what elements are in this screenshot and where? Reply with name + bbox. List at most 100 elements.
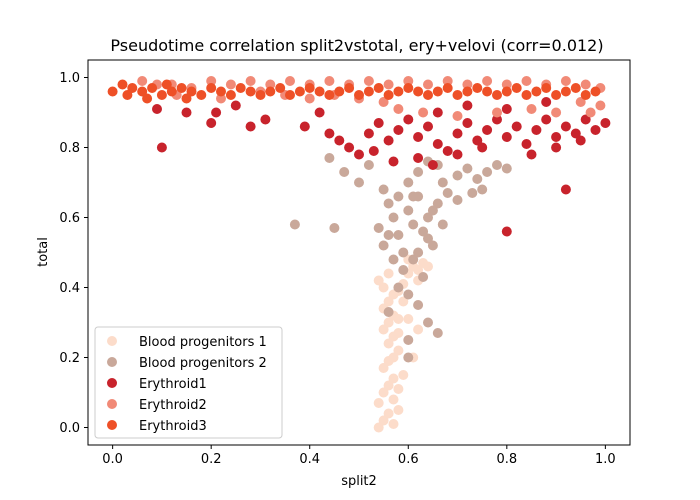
data-point — [403, 289, 414, 300]
data-point — [575, 135, 586, 146]
data-point — [137, 76, 148, 86]
data-point — [432, 139, 443, 149]
series-2 — [289, 153, 512, 363]
data-point — [398, 370, 409, 380]
data-point — [442, 76, 453, 86]
data-point — [590, 86, 601, 97]
data-point — [423, 121, 433, 132]
data-point — [403, 76, 414, 86]
data-point — [255, 90, 266, 100]
x-tick-label: 0.0 — [102, 452, 123, 467]
data-point — [378, 282, 389, 293]
data-point — [413, 132, 424, 142]
data-point — [418, 272, 429, 282]
data-point — [501, 132, 512, 142]
data-point — [373, 118, 384, 128]
data-point — [363, 160, 374, 170]
data-point — [393, 328, 404, 338]
x-tick-label: 0.8 — [496, 452, 517, 467]
data-point — [265, 79, 276, 90]
data-point — [235, 83, 246, 93]
data-point — [107, 86, 118, 97]
data-point — [423, 212, 433, 223]
data-point — [423, 90, 433, 100]
data-point — [156, 90, 167, 100]
data-point — [432, 86, 443, 97]
data-point — [437, 177, 448, 188]
data-point — [373, 422, 384, 433]
data-point — [378, 324, 389, 335]
data-point — [334, 135, 345, 146]
data-point — [403, 205, 414, 216]
data-point — [580, 79, 591, 90]
data-point — [531, 86, 542, 97]
data-point — [492, 160, 502, 170]
series-5 — [107, 79, 601, 104]
data-point — [580, 114, 591, 125]
series-4 — [137, 76, 606, 121]
data-point — [393, 191, 404, 202]
data-point — [437, 219, 448, 230]
x-tick-label: 1.0 — [595, 452, 616, 467]
data-point — [423, 261, 433, 272]
data-point — [408, 219, 419, 230]
y-tick-label: 0.2 — [59, 351, 80, 366]
data-point — [462, 79, 473, 90]
data-point — [452, 128, 463, 139]
x-tick-label: 0.4 — [299, 452, 320, 467]
data-point — [551, 132, 562, 142]
data-point — [275, 83, 286, 93]
data-point — [216, 93, 226, 104]
legend-label: Erythroid2 — [139, 398, 207, 413]
data-point — [225, 90, 236, 100]
data-point — [526, 104, 537, 114]
data-point — [492, 107, 502, 118]
data-point — [595, 100, 606, 111]
data-point — [521, 76, 532, 86]
data-point — [181, 93, 192, 104]
data-point — [570, 128, 581, 139]
data-point — [560, 76, 571, 86]
data-point — [388, 254, 399, 265]
data-point — [383, 198, 394, 209]
data-point — [373, 83, 384, 93]
data-point — [413, 86, 424, 97]
data-point — [383, 408, 394, 419]
points-layer — [107, 76, 611, 433]
data-point — [442, 146, 453, 156]
data-point — [152, 104, 162, 114]
data-point — [501, 226, 512, 237]
data-point — [501, 104, 512, 114]
legend-box — [94, 326, 283, 439]
data-point — [472, 135, 483, 146]
data-point — [403, 114, 414, 125]
data-point — [541, 97, 552, 107]
data-point — [324, 153, 335, 163]
data-point — [570, 83, 581, 93]
data-point — [344, 83, 355, 93]
data-point — [560, 86, 571, 97]
data-point — [186, 86, 197, 97]
data-point — [452, 90, 463, 100]
data-point — [501, 163, 512, 174]
data-point — [472, 174, 483, 184]
data-point — [462, 118, 473, 128]
data-point — [260, 114, 271, 125]
data-point — [285, 90, 295, 100]
data-point — [137, 86, 148, 97]
data-point — [142, 93, 153, 104]
data-point — [378, 387, 389, 398]
data-point — [393, 125, 404, 135]
data-point — [482, 76, 493, 86]
data-point — [467, 188, 478, 198]
data-point — [344, 142, 355, 153]
data-point — [299, 121, 310, 132]
data-point — [551, 107, 562, 118]
data-point — [452, 149, 463, 160]
data-point — [176, 83, 187, 93]
data-point — [408, 254, 419, 265]
data-point — [462, 86, 473, 97]
data-point — [383, 338, 394, 349]
data-point — [462, 163, 473, 174]
data-point — [393, 384, 404, 394]
